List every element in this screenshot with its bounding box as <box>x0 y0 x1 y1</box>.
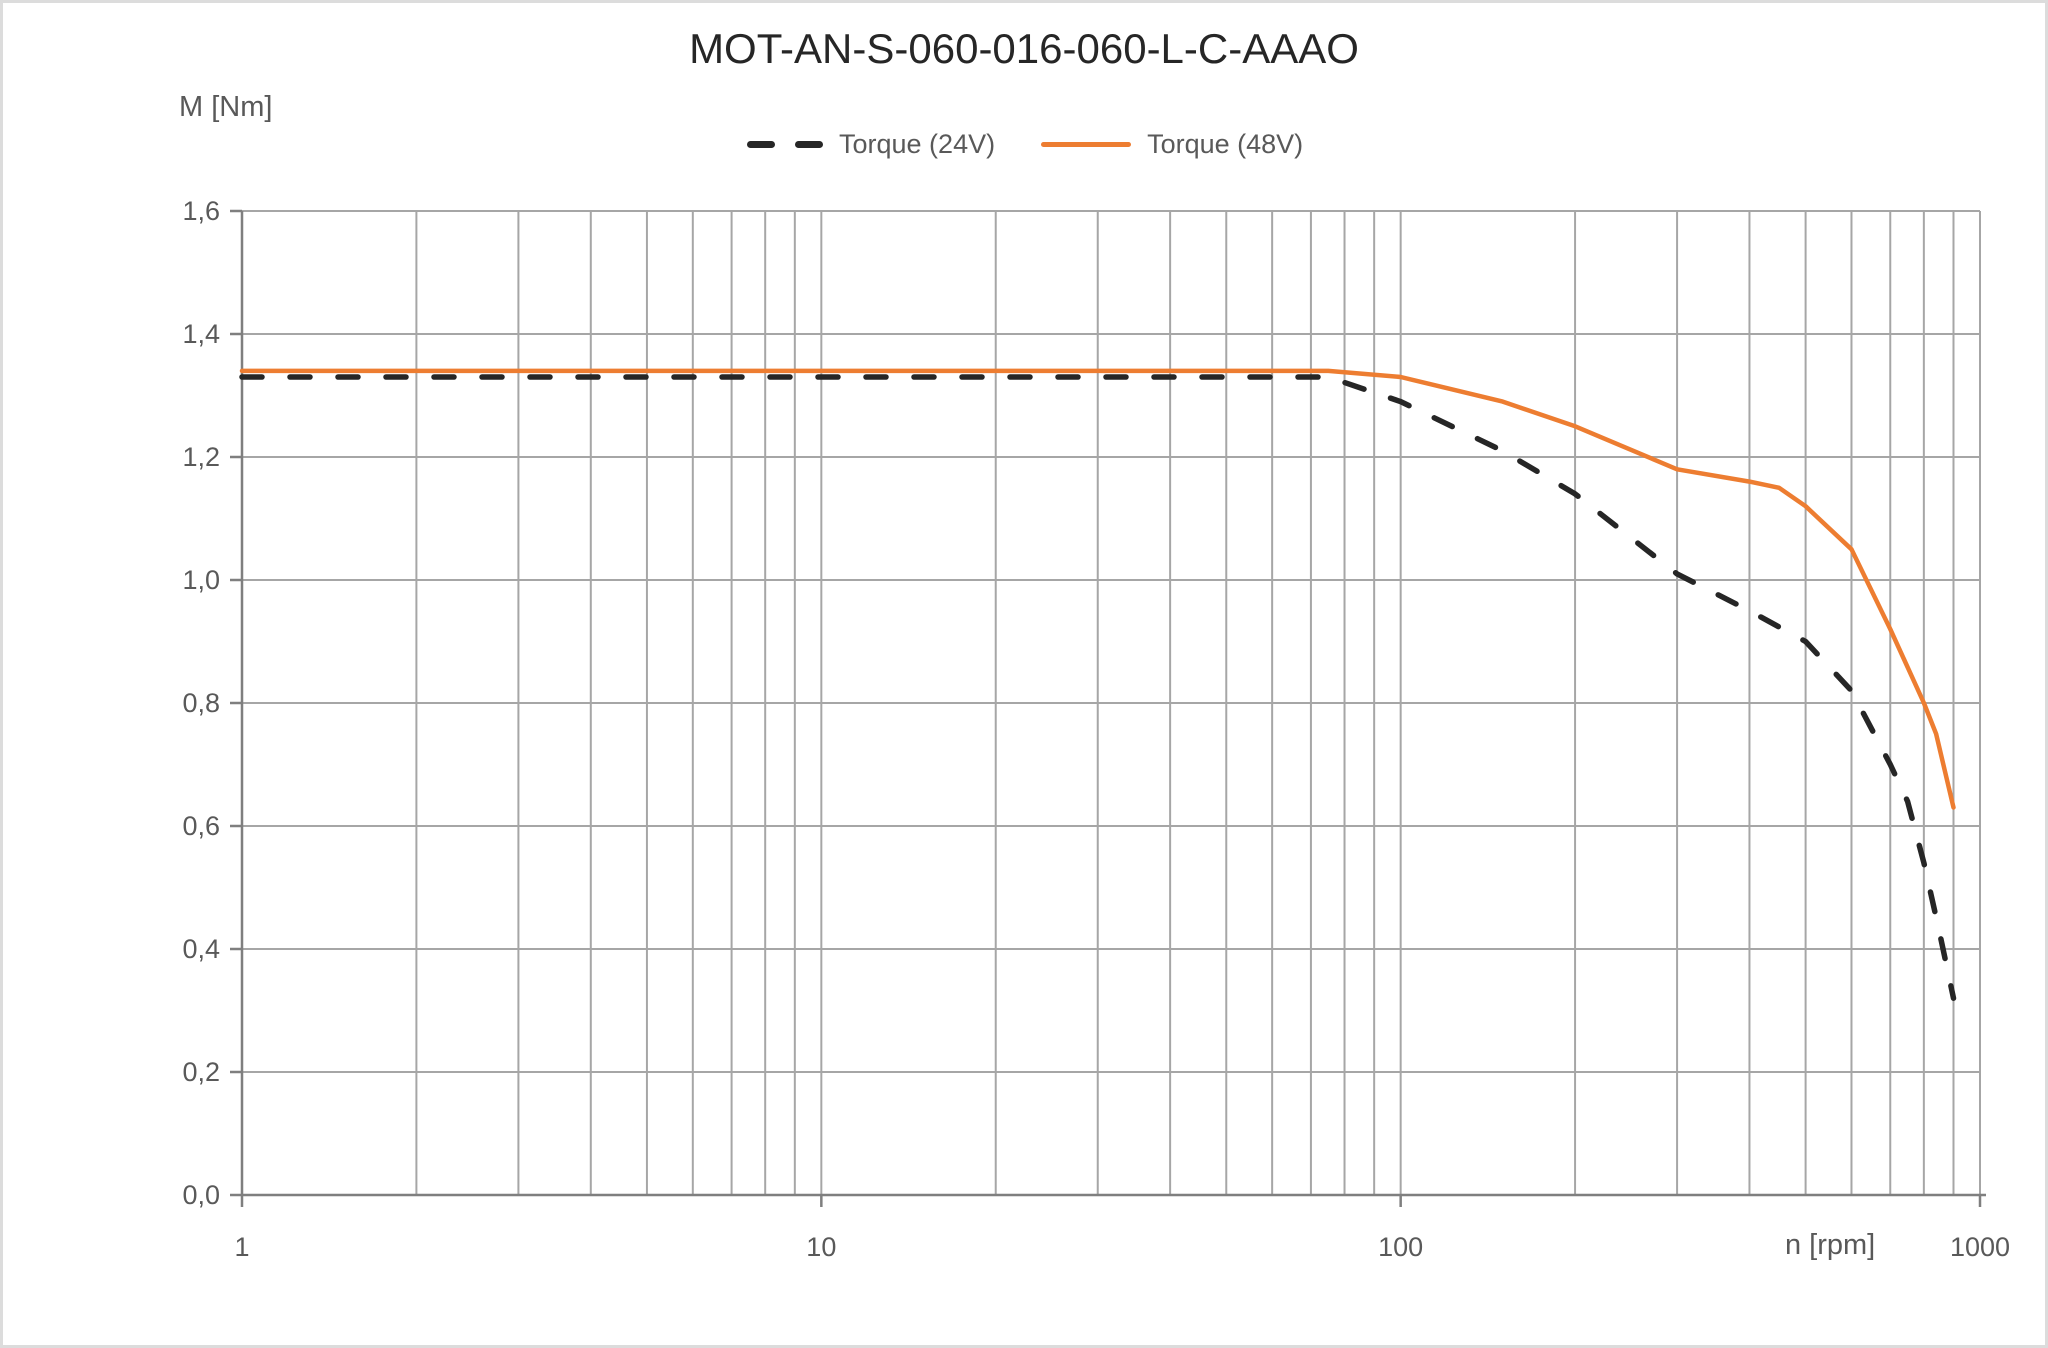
y-tick-label: 1,0 <box>182 565 220 595</box>
series-line-0 <box>239 374 1957 1001</box>
y-tick-label: 0,4 <box>182 934 220 964</box>
x-tick-label: 10 <box>806 1232 836 1262</box>
y-tick-label: 0,8 <box>182 688 220 718</box>
y-axis-title: M [Nm] <box>179 91 273 123</box>
chart-svg: 0,0 0,2 0,4 0,6 0,8 1,0 1,2 1,4 1,6 1 10 100 1000 <box>182 196 2010 1262</box>
series-line-1 <box>239 368 1956 810</box>
solid-line-swatch <box>1041 141 1132 147</box>
y-tick-label: 1,6 <box>182 196 220 226</box>
y-tick-label: 0,2 <box>182 1057 220 1087</box>
y-tick-label: 0,0 <box>182 1180 220 1210</box>
legend-item-torque-24v: Torque (24V) <box>747 129 995 160</box>
dash-segment <box>747 140 775 148</box>
x-tick-label: 1000 <box>1950 1232 2010 1262</box>
y-tick-label: 1,2 <box>182 442 220 472</box>
legend-label-torque-24v: Torque (24V) <box>839 128 996 159</box>
dash-segment <box>795 140 823 148</box>
legend: Torque (24V) Torque (48V) <box>747 125 1303 163</box>
x-tick-label: 100 <box>1378 1232 1423 1262</box>
y-tick-label: 1,4 <box>182 319 220 349</box>
legend-item-torque-48v: Torque (48V) <box>1041 129 1303 160</box>
y-tick-label: 0,6 <box>182 811 220 841</box>
chart-title: MOT-AN-S-060-016-060-L-C-AAAO <box>689 25 1359 72</box>
x-axis-title: n [rpm] <box>1785 1229 1876 1261</box>
legend-label-torque-48v: Torque (48V) <box>1147 128 1304 159</box>
dashed-line-swatch <box>747 140 823 148</box>
x-tick-label: 1 <box>234 1232 249 1262</box>
